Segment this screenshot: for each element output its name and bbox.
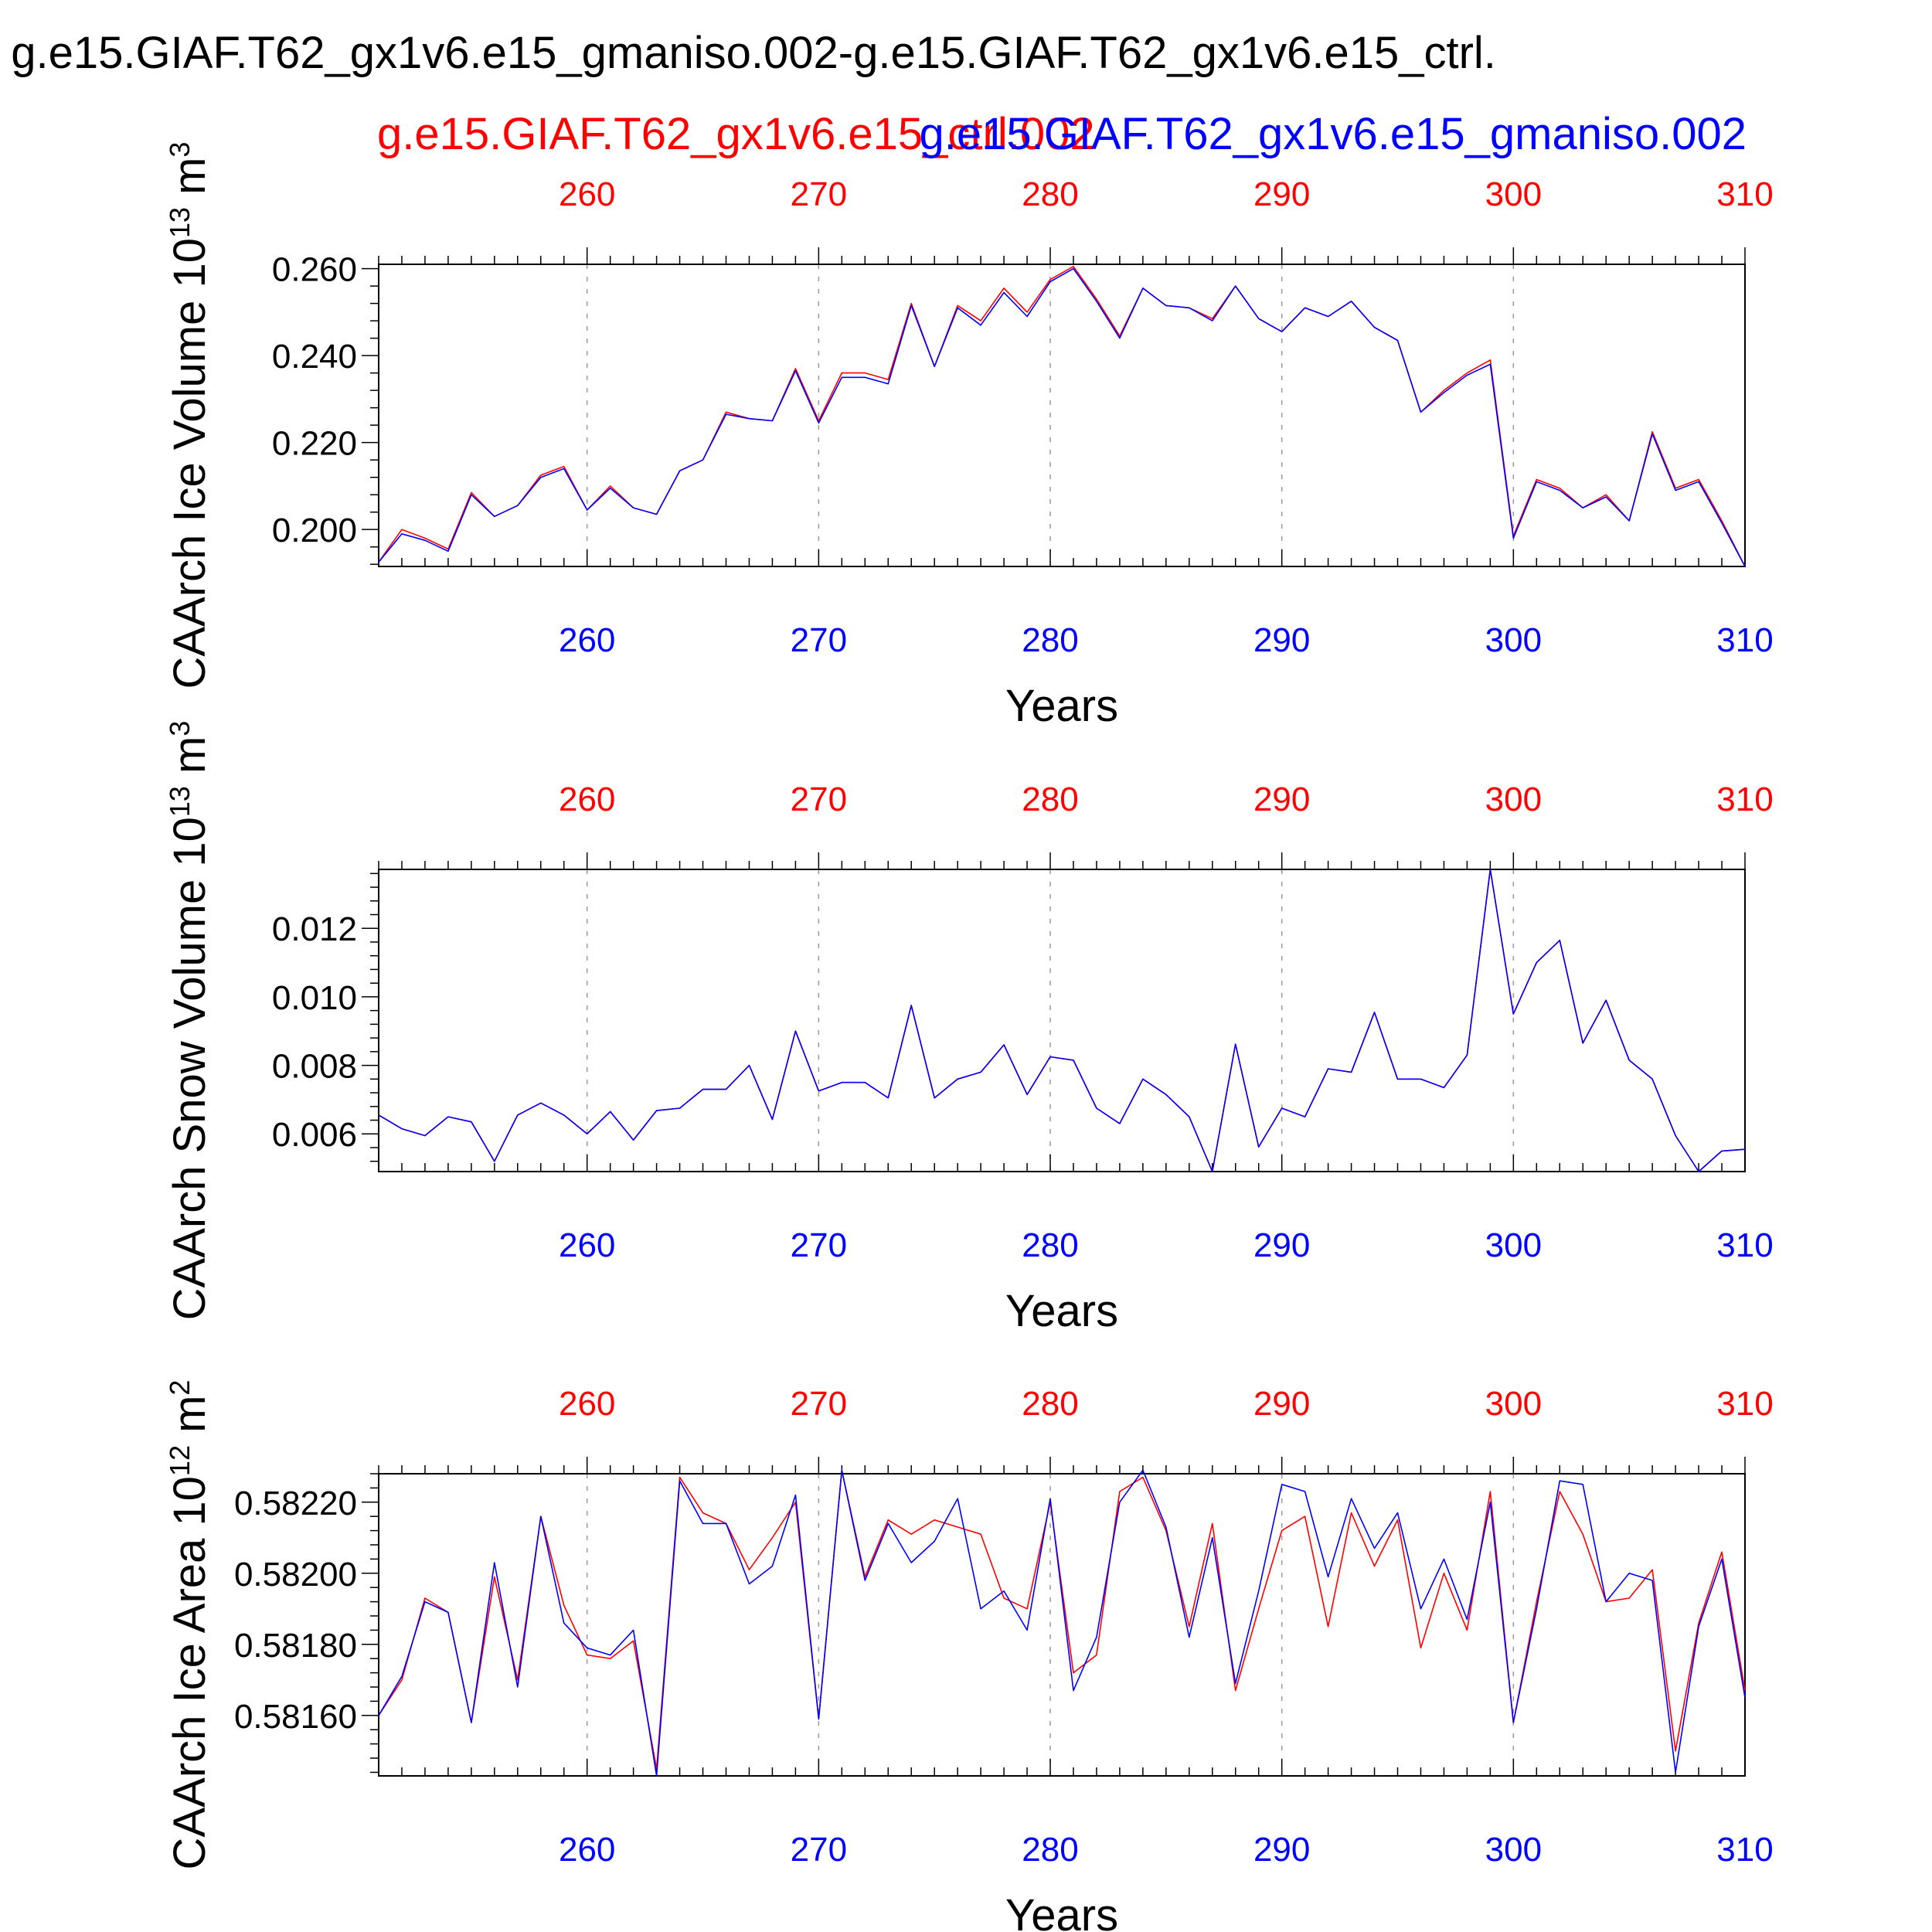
- y-axis-title-unit: m: [165, 158, 215, 207]
- x-tick-label-bottom: 280: [1022, 1226, 1078, 1264]
- figure-title: l Mean g.e15.GIAF.T62_gx1v6.e15_gmaniso.…: [0, 28, 1496, 78]
- y-tick-label: 0.58220: [234, 1485, 357, 1522]
- x-tick-label-top: 260: [559, 1385, 615, 1423]
- x-tick-label-bottom: 270: [791, 1226, 847, 1264]
- plot-frame-3: [378, 1473, 1746, 1777]
- x-axis-title: Years: [1005, 1286, 1118, 1336]
- y-axis-title-unit-exponent: 2: [164, 1380, 196, 1396]
- x-tick-label-top: 260: [559, 781, 615, 818]
- x-tick-label-top: 260: [559, 175, 615, 213]
- x-tick-label-top: 270: [791, 781, 847, 818]
- y-tick-label: 0.240: [272, 338, 357, 376]
- x-axis-title: Years: [1005, 1890, 1118, 1932]
- y-axis-title-text: CAArch Snow Volume 10: [165, 817, 215, 1320]
- x-tick-label-bottom: 260: [559, 621, 615, 659]
- y-axis-title-unit-exponent: 3: [164, 141, 196, 157]
- panel-3: 0.58160 0.58180 0.58200 0.58220 260 260 270 270…: [164, 1380, 1774, 1932]
- y-axis-title-unit-exponent: 3: [164, 721, 196, 736]
- x-tick-label-bottom: 260: [559, 1831, 615, 1869]
- y-axis-title: CAArch Ice Volume 1013 m3: [164, 141, 216, 689]
- x-tick-label-top: 290: [1253, 781, 1310, 818]
- y-tick-label: 0.006: [272, 1116, 357, 1154]
- legend-ctrl-run: g.e15.GIAF.T62_gx1v6.e15_ctrl.002: [377, 109, 1095, 159]
- x-tick-label-bottom: 280: [1022, 1831, 1078, 1869]
- x-tick-label-top: 280: [1022, 1385, 1078, 1423]
- y-axis-title: CAArch Ice Area 1012 m2: [164, 1380, 216, 1870]
- x-tick-label-top: 310: [1716, 175, 1773, 213]
- x-tick-label-bottom: 310: [1716, 1226, 1773, 1264]
- y-axis-title-exponent: 13: [164, 207, 196, 238]
- y-tick-label: 0.58160: [234, 1698, 357, 1736]
- plot-frame-1: [378, 264, 1746, 567]
- y-tick-label: 0.200: [272, 512, 357, 549]
- x-tick-label-top: 300: [1485, 781, 1542, 818]
- x-axis-title: Years: [1005, 681, 1118, 731]
- x-tick-label-bottom: 290: [1253, 621, 1310, 659]
- x-tick-label-bottom: 300: [1485, 1831, 1542, 1869]
- plot-frame-2: [378, 869, 1746, 1172]
- y-axis-title-text: CAArch Ice Area 10: [165, 1476, 215, 1869]
- x-tick-label-bottom: 290: [1253, 1226, 1310, 1264]
- x-tick-label-top: 280: [1022, 781, 1078, 818]
- x-tick-label-top: 310: [1716, 1385, 1773, 1423]
- legend-gmaniso-run: g.e15.GIAF.T62_gx1v6.e15_gmaniso.002: [919, 109, 1747, 159]
- x-tick-label-top: 290: [1253, 175, 1310, 213]
- x-tick-label-bottom: 280: [1022, 621, 1078, 659]
- x-tick-label-top: 310: [1716, 781, 1773, 818]
- y-tick-label: 0.008: [272, 1048, 357, 1086]
- series-line-gmaniso: [378, 1469, 1746, 1777]
- x-tick-label-bottom: 300: [1485, 1226, 1542, 1264]
- y-tick-label: 0.012: [272, 910, 357, 948]
- x-tick-label-bottom: 310: [1716, 1831, 1773, 1869]
- y-tick-label: 0.220: [272, 425, 357, 463]
- panel-2: 0.006 0.008 0.010 0.012 260 260 270 270 280 280 29…: [164, 721, 1774, 1336]
- y-tick-label: 0.58200: [234, 1556, 357, 1594]
- panel-1: 0.200 0.220 0.240 0.260 260 260 270 270 280 280 29…: [164, 141, 1774, 731]
- x-tick-label-top: 270: [791, 1385, 847, 1423]
- x-tick-label-bottom: 260: [559, 1226, 615, 1264]
- y-axis-title: CAArch Snow Volume 1013 m3: [164, 721, 216, 1321]
- x-tick-label-bottom: 270: [791, 1831, 847, 1869]
- y-axis-title-unit: m: [165, 736, 215, 786]
- x-tick-label-bottom: 300: [1485, 621, 1542, 659]
- y-tick-label: 0.260: [272, 251, 357, 289]
- y-tick-label: 0.010: [272, 979, 357, 1017]
- y-tick-label: 0.58180: [234, 1627, 357, 1665]
- series-line-gmaniso: [378, 869, 1746, 1172]
- x-tick-label-top: 290: [1253, 1385, 1310, 1423]
- series-line-gmaniso: [378, 267, 1746, 567]
- x-tick-label-top: 300: [1485, 1385, 1542, 1423]
- x-tick-label-bottom: 290: [1253, 1831, 1310, 1869]
- x-tick-label-top: 280: [1022, 175, 1078, 213]
- y-axis-title-text: CAArch Ice Volume 10: [165, 238, 215, 689]
- x-tick-label-bottom: 310: [1716, 621, 1773, 659]
- x-tick-label-bottom: 270: [791, 621, 847, 659]
- x-tick-label-top: 300: [1485, 175, 1542, 213]
- y-axis-title-exponent: 13: [164, 786, 196, 817]
- y-axis-title-unit: m: [165, 1396, 215, 1445]
- series-line-ctrl: [378, 265, 1746, 567]
- series-line-ctrl: [378, 1469, 1746, 1770]
- y-axis-title-exponent: 12: [164, 1445, 196, 1476]
- x-tick-label-top: 270: [791, 175, 847, 213]
- series-line-ctrl: [378, 869, 1746, 1172]
